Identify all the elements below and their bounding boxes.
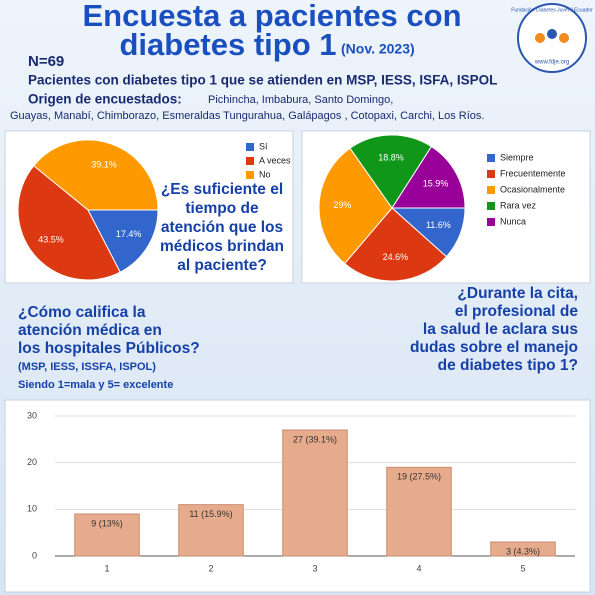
legend-label: No	[259, 169, 271, 179]
logo-url: www.fdje.org	[534, 60, 569, 66]
y-tick-label: 30	[27, 410, 37, 420]
pie-slice	[349, 134, 433, 209]
origin-text: Guayas, Manabí, Chimborazo, Esmeraldas T…	[10, 110, 484, 122]
x-tick-label: 5	[520, 563, 525, 573]
logo-figure	[547, 29, 557, 39]
bar-label: 19 (27.5%)	[397, 472, 441, 482]
subtitle: Pacientes con diabetes tipo 1 que se ati…	[28, 73, 497, 88]
question: tiempo de	[185, 200, 259, 217]
pie-slice	[391, 145, 466, 209]
legend-swatch	[487, 218, 495, 226]
legend-label: Ocasionalmente	[500, 184, 565, 194]
bar	[178, 504, 244, 557]
legend-label: A veces	[259, 155, 291, 165]
question: al paciente?	[177, 257, 267, 274]
slice-label: 15.9%	[423, 179, 449, 189]
legend-label: Rara vez	[500, 200, 537, 210]
legend-swatch	[487, 170, 495, 178]
y-tick-label: 0	[32, 550, 37, 560]
pie-slice	[343, 207, 448, 282]
bar	[386, 466, 452, 557]
question: de diabetes tipo 1?	[438, 357, 578, 374]
question: los hospitales Públicos?	[18, 340, 200, 357]
logo-name: Fundación Diabetes Juvenil Ecuador	[511, 7, 593, 13]
question-note: Siendo 1=mala y 5= excelente	[18, 379, 173, 391]
pie-slice	[87, 209, 159, 273]
bar-label: 9 (13%)	[91, 518, 123, 528]
legend-swatch	[487, 186, 495, 194]
x-tick-label: 4	[416, 563, 421, 573]
question: dudas sobre el manejo	[410, 339, 578, 356]
bar	[282, 429, 348, 557]
title: diabetes tipo 1	[119, 27, 336, 62]
slice-label: 11.6%	[426, 220, 451, 230]
x-tick-label: 2	[208, 563, 213, 573]
slice-label: 39.1%	[91, 160, 117, 170]
origin-label: Origen de encuestados:	[28, 92, 182, 107]
pie-slice	[318, 147, 393, 265]
slice-label: 17.4%	[116, 229, 142, 239]
y-tick-label: 10	[27, 504, 37, 514]
slice-label: 18.8%	[378, 153, 404, 163]
slice-label: 43.5%	[38, 234, 64, 244]
legend-swatch	[246, 171, 254, 179]
sample-size: N=69	[28, 53, 64, 70]
legend-label: Siempre	[500, 152, 534, 162]
legend-swatch	[246, 157, 254, 165]
origin-text: Pichincha, Imbabura, Santo Domingo,	[208, 94, 393, 106]
question: médicos brindan	[160, 238, 284, 255]
y-tick-label: 20	[27, 457, 37, 467]
bar	[490, 541, 556, 557]
legend-swatch	[487, 202, 495, 210]
pie-slice	[17, 165, 121, 281]
bar-label: 3 (4.3%)	[506, 546, 540, 556]
question: ¿Durante la cita,	[457, 285, 578, 302]
pie-slice	[33, 139, 159, 211]
question: atención que los	[161, 219, 283, 236]
question: ¿Es suficiente el	[161, 181, 283, 198]
question: atención médica en	[18, 322, 162, 339]
x-tick-label: 3	[312, 563, 317, 573]
slice-label: 24.6%	[383, 252, 409, 262]
legend-swatch	[487, 154, 495, 162]
question-note: (MSP, IESS, ISSFA, ISPOL)	[18, 361, 156, 373]
question: la salud le aclara sus	[423, 321, 578, 338]
question: ¿Cómo califica la	[18, 304, 146, 321]
legend-label: Sí	[259, 141, 268, 151]
bar-label: 27 (39.1%)	[293, 434, 337, 444]
slice-label: 29%	[333, 200, 351, 210]
date: (Nov. 2023)	[341, 41, 415, 57]
legend-swatch	[246, 143, 254, 151]
question: el profesional de	[455, 303, 579, 320]
logo-figure	[559, 33, 569, 43]
legend-label: Nunca	[500, 216, 526, 226]
bar-label: 11 (15.9%)	[189, 509, 232, 519]
legend-label: Frecuentemente	[500, 168, 566, 178]
bar	[74, 513, 140, 557]
x-tick-label: 1	[104, 563, 109, 573]
title: Encuesta a pacientes con	[82, 0, 461, 33]
logo-figure	[535, 33, 545, 43]
